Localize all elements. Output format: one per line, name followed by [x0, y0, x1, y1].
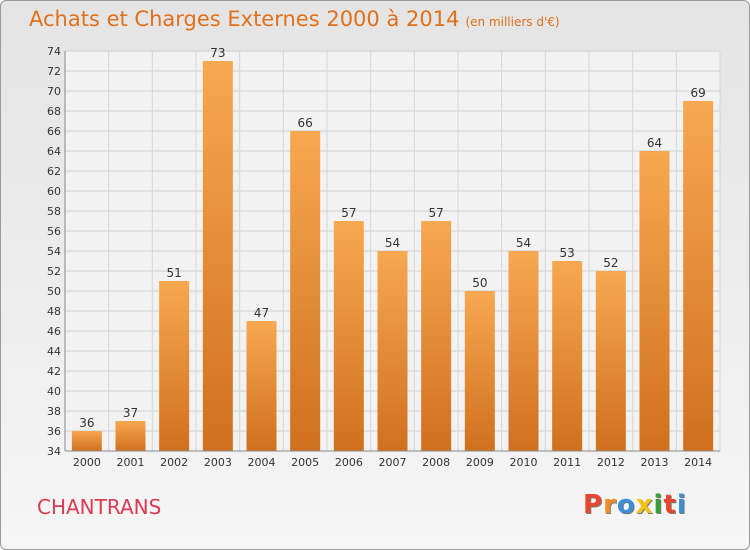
- y-tick-label: 66: [47, 125, 61, 138]
- chart-subtitle: (en milliers d'€): [465, 15, 560, 29]
- bar: [464, 291, 495, 451]
- bar: [246, 321, 277, 451]
- data-label: 52: [603, 256, 618, 270]
- bars: 36 37 51 73 47 66 57 54 57 50 54 53 52 64 69: [71, 46, 714, 451]
- data-label: 57: [341, 206, 356, 220]
- bar: [71, 431, 102, 451]
- data-label: 37: [123, 406, 138, 420]
- axes: 34 36 38 40 42 44 46 48 50 52 54 56 58 60 62 64 66 68 70 72…: [47, 45, 720, 469]
- data-label: 54: [516, 236, 531, 250]
- y-tick-label: 50: [47, 285, 61, 298]
- bar: [595, 271, 626, 451]
- data-label: 57: [429, 206, 444, 220]
- y-tick-label: 38: [47, 405, 61, 418]
- bar: [552, 261, 583, 451]
- data-label: 36: [79, 416, 94, 430]
- y-tick-label: 64: [47, 145, 61, 158]
- bar: [639, 151, 670, 451]
- data-label: 54: [385, 236, 400, 250]
- data-label: 47: [254, 306, 269, 320]
- x-tick-label: 2006: [335, 456, 363, 469]
- bar: [377, 251, 408, 451]
- data-label: 64: [647, 136, 662, 150]
- x-tick-label: 2010: [510, 456, 538, 469]
- y-tick-label: 74: [47, 45, 61, 58]
- x-tick-label: 2000: [73, 456, 101, 469]
- chart-title: Achats et Charges Externes 2000 à 2014 (e…: [29, 7, 560, 31]
- y-tick-label: 68: [47, 105, 61, 118]
- y-tick-label: 34: [47, 445, 61, 458]
- data-label: 73: [210, 46, 225, 60]
- bar: [683, 101, 714, 451]
- chart-title-text: Achats et Charges Externes 2000 à 2014: [29, 7, 460, 31]
- bar: [115, 421, 146, 451]
- bar: [159, 281, 190, 451]
- y-tick-label: 44: [47, 345, 61, 358]
- bar: [202, 61, 233, 451]
- commune-name: CHANTRANS: [37, 495, 162, 519]
- y-tick-label: 52: [47, 265, 61, 278]
- y-tick-label: 60: [47, 185, 61, 198]
- x-tick-label: 2012: [597, 456, 625, 469]
- data-label: 66: [298, 116, 313, 130]
- y-tick-label: 36: [47, 425, 61, 438]
- data-label: 69: [691, 86, 706, 100]
- x-tick-label: 2002: [160, 456, 188, 469]
- data-label: 50: [472, 276, 487, 290]
- bar: [290, 131, 321, 451]
- x-tick-label: 2014: [684, 456, 712, 469]
- y-tick-label: 42: [47, 365, 61, 378]
- logo-letter: r: [603, 490, 617, 520]
- bar: [333, 221, 364, 451]
- data-label: 53: [560, 246, 575, 260]
- y-tick-label: 54: [47, 245, 61, 258]
- logo-letter: x: [635, 490, 654, 520]
- x-tick-label: 2004: [248, 456, 276, 469]
- x-tick-label: 2009: [466, 456, 494, 469]
- x-tick-label: 2005: [291, 456, 319, 469]
- x-tick-label: 2003: [204, 456, 232, 469]
- proxiti-logo: Proxiti: [583, 490, 687, 520]
- y-tick-label: 70: [47, 85, 61, 98]
- x-tick-label: 2013: [641, 456, 669, 469]
- y-tick-label: 56: [47, 225, 61, 238]
- bar: [421, 221, 452, 451]
- logo-letter: o: [616, 490, 636, 520]
- x-tick-label: 2011: [553, 456, 581, 469]
- logo-letter: P: [583, 490, 604, 520]
- y-tick-label: 62: [47, 165, 61, 178]
- data-label: 51: [167, 266, 182, 280]
- bar: [508, 251, 539, 451]
- logo-letter: i: [653, 490, 664, 520]
- y-tick-label: 72: [47, 65, 61, 78]
- x-tick-label: 2008: [422, 456, 450, 469]
- bar-chart: 36 37 51 73 47 66 57 54 57 50 54 53 52 64 69 34 36 38 40 4…: [47, 45, 721, 469]
- x-tick-label: 2007: [379, 456, 407, 469]
- logo-letter: i: [676, 490, 687, 520]
- y-tick-label: 46: [47, 325, 61, 338]
- logo-letter: t: [663, 490, 677, 520]
- y-tick-label: 58: [47, 205, 61, 218]
- y-tick-label: 40: [47, 385, 61, 398]
- x-tick-label: 2001: [117, 456, 145, 469]
- y-tick-label: 48: [47, 305, 61, 318]
